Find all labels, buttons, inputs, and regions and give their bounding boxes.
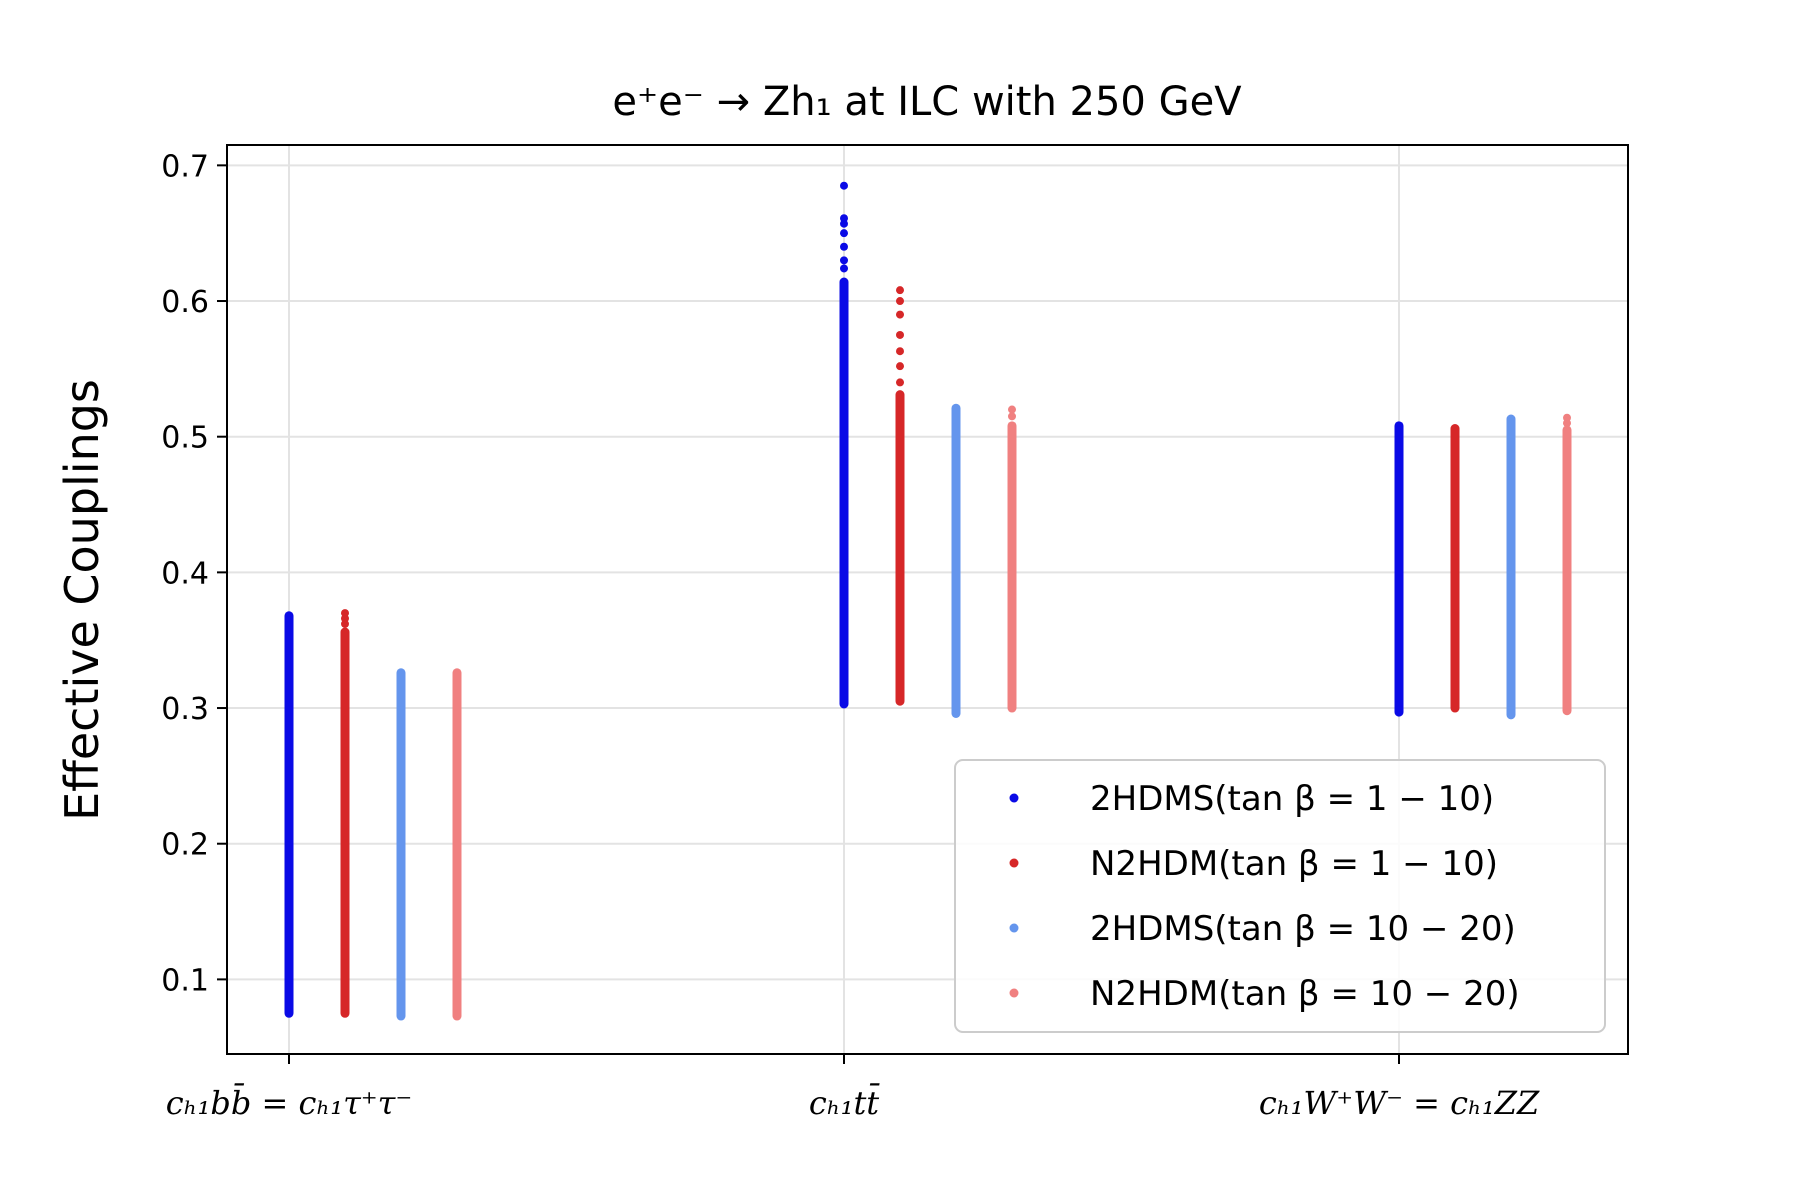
data-point xyxy=(896,297,904,306)
legend-label: N2HDM(tan β = 1 − 10) xyxy=(1090,844,1498,884)
data-point xyxy=(896,347,904,356)
data-point xyxy=(840,256,848,265)
y-axis-label: Effective Couplings xyxy=(55,379,109,821)
chart-title: e⁺e⁻ → Zh₁ at ILC with 250 GeV xyxy=(612,79,1242,125)
data-point xyxy=(840,214,848,223)
x-tick-label: cₕ₁tt̄ xyxy=(809,1083,880,1122)
legend-marker xyxy=(1009,858,1019,868)
y-tick-label: 0.5 xyxy=(161,421,209,456)
series-2 xyxy=(340,286,1460,1018)
plot-frame xyxy=(226,144,1629,1055)
y-tick-label: 0.6 xyxy=(161,285,209,320)
data-point xyxy=(341,609,349,618)
y-tick-label: 0.4 xyxy=(161,556,209,591)
legend-box xyxy=(954,759,1606,1033)
x-tick-label: cₕ₁W⁺W⁻ = cₕ₁ZZ xyxy=(1259,1084,1540,1122)
data-point xyxy=(896,378,904,387)
data-point xyxy=(896,286,904,295)
legend-label: 2HDMS(tan β = 1 − 10) xyxy=(1090,779,1494,819)
x-axis-ticks: cₕ₁bb̄ = cₕ₁τ⁺τ⁻ cₕ₁tt̄ cₕ₁W⁺W⁻ = cₕ₁ZZ xyxy=(166,1054,1540,1122)
y-tick-label: 0.3 xyxy=(161,692,209,727)
legend-marker xyxy=(1009,923,1019,933)
data-point xyxy=(840,264,848,273)
series-1 xyxy=(284,181,1404,1018)
x-tick-label: cₕ₁bb̄ = cₕ₁τ⁺τ⁻ xyxy=(166,1083,413,1122)
y-axis-ticks: 0.1 0.2 0.3 0.4 0.5 0.6 0.7 xyxy=(161,149,227,998)
data-point xyxy=(896,330,904,339)
legend-marker xyxy=(1009,988,1019,998)
legend: 2HDMS(tan β = 1 − 10) N2HDM(tan β = 1 − 1… xyxy=(954,759,1606,1033)
data-point xyxy=(840,181,848,190)
data-point xyxy=(1563,413,1571,422)
data-point xyxy=(1008,412,1016,421)
legend-marker xyxy=(1009,793,1019,803)
y-tick-label: 0.7 xyxy=(161,149,209,184)
legend-label: 2HDMS(tan β = 10 − 20) xyxy=(1090,909,1516,949)
y-tick-label: 0.1 xyxy=(161,963,209,998)
legend-label: N2HDM(tan β = 10 − 20) xyxy=(1090,974,1520,1014)
data-point xyxy=(840,229,848,238)
y-tick-label: 0.2 xyxy=(161,828,209,863)
data-point xyxy=(840,242,848,251)
series-3 xyxy=(396,403,1516,1021)
data-point xyxy=(1008,405,1016,414)
data-point xyxy=(896,362,904,371)
plot-points xyxy=(284,181,1572,1021)
data-point xyxy=(896,310,904,319)
series-4 xyxy=(452,405,1572,1021)
